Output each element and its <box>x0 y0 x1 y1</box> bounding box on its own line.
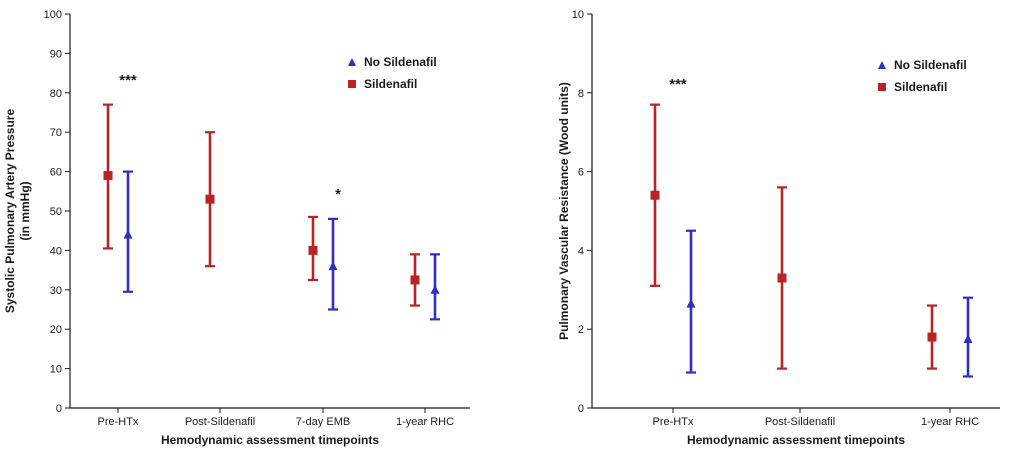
x-tick-label: 7-day EMB <box>296 416 350 428</box>
x-tick-label: Pre-HTx <box>653 416 694 428</box>
y-axis-title-line: Systolic Pulmonary Artery Pressure <box>3 109 17 314</box>
data-point-square <box>205 194 215 204</box>
y-axis-title-line: (in mmHg) <box>18 181 32 240</box>
legend-label: No Sildenafil <box>894 58 967 72</box>
y-tick-label: 70 <box>50 127 62 139</box>
series-no-sildenafil <box>686 229 973 378</box>
y-tick-label: 8 <box>578 88 584 100</box>
legend: No Sildenafil Sildenafil <box>348 55 437 91</box>
series-no-sildenafil <box>123 170 440 321</box>
data-point-triangle <box>430 284 440 294</box>
y-axis-title-line: Pulmonary Vascular Resistance (Wood unit… <box>557 82 571 340</box>
x-axis-title: Hemodynamic assessment timepoints <box>687 433 905 447</box>
y-tick-label: 40 <box>50 245 62 257</box>
y-tick-label: 90 <box>50 48 62 60</box>
y-tick-label: 6 <box>578 167 584 179</box>
legend-marker-square <box>878 83 886 91</box>
y-tick-label: 2 <box>578 324 584 336</box>
data-point-square <box>777 273 787 283</box>
x-axis-title: Hemodynamic assessment timepoints <box>161 433 379 447</box>
y-tick-label: 0 <box>578 403 584 415</box>
y-tick-label: 20 <box>50 324 62 336</box>
y-tick-label: 100 <box>44 9 62 21</box>
data-point-square <box>308 245 318 255</box>
legend-marker-triangle <box>878 61 886 69</box>
significance-annotation: *** <box>669 76 687 93</box>
y-tick-label: 60 <box>50 167 62 179</box>
legend: No Sildenafil Sildenafil <box>878 58 967 94</box>
y-axis-title: Pulmonary Vascular Resistance (Wood unit… <box>557 82 571 340</box>
chart-panel-1: 0 10 20 30 40 50 60 70 80 90 100 Pre-HTx Post-Silden… <box>3 9 470 447</box>
series-sildenafil <box>650 103 937 370</box>
y-axis-title: Systolic Pulmonary Artery Pressure(in mm… <box>3 109 32 314</box>
x-tick-label: Post-Sildenafil <box>765 416 835 428</box>
legend-label: Sildenafil <box>364 77 417 91</box>
y-tick-label: 10 <box>572 9 584 21</box>
y-tick-label: 50 <box>50 206 62 218</box>
data-point-square <box>927 332 937 342</box>
x-tick-label: 1-year RHC <box>921 416 979 428</box>
data-point-square <box>650 190 660 200</box>
legend-marker-square <box>348 80 356 88</box>
data-point-square <box>103 171 113 181</box>
data-point-triangle <box>328 261 338 271</box>
significance-annotation: *** <box>119 72 137 89</box>
significance-annotation: * <box>335 186 341 203</box>
legend-marker-triangle <box>348 58 356 66</box>
data-point-triangle <box>686 298 696 308</box>
chart-panel-2: 0 2 4 6 8 10 Pre-HTx Post-Sildenafil 1-year RHC H… <box>557 9 1000 447</box>
data-point-square <box>410 275 420 285</box>
legend-label: No Sildenafil <box>364 55 437 69</box>
data-point-triangle <box>123 229 133 239</box>
data-point-triangle <box>963 334 973 344</box>
y-tick-label: 30 <box>50 285 62 297</box>
legend-label: Sildenafil <box>894 80 947 94</box>
y-tick-label: 4 <box>578 245 584 257</box>
y-tick-label: 0 <box>56 403 62 415</box>
y-tick-label: 80 <box>50 88 62 100</box>
x-tick-label: Pre-HTx <box>98 416 139 428</box>
series-sildenafil <box>103 103 420 307</box>
x-tick-label: 1-year RHC <box>396 416 454 428</box>
x-tick-label: Post-Sildenafil <box>185 416 255 428</box>
y-tick-label: 10 <box>50 364 62 376</box>
